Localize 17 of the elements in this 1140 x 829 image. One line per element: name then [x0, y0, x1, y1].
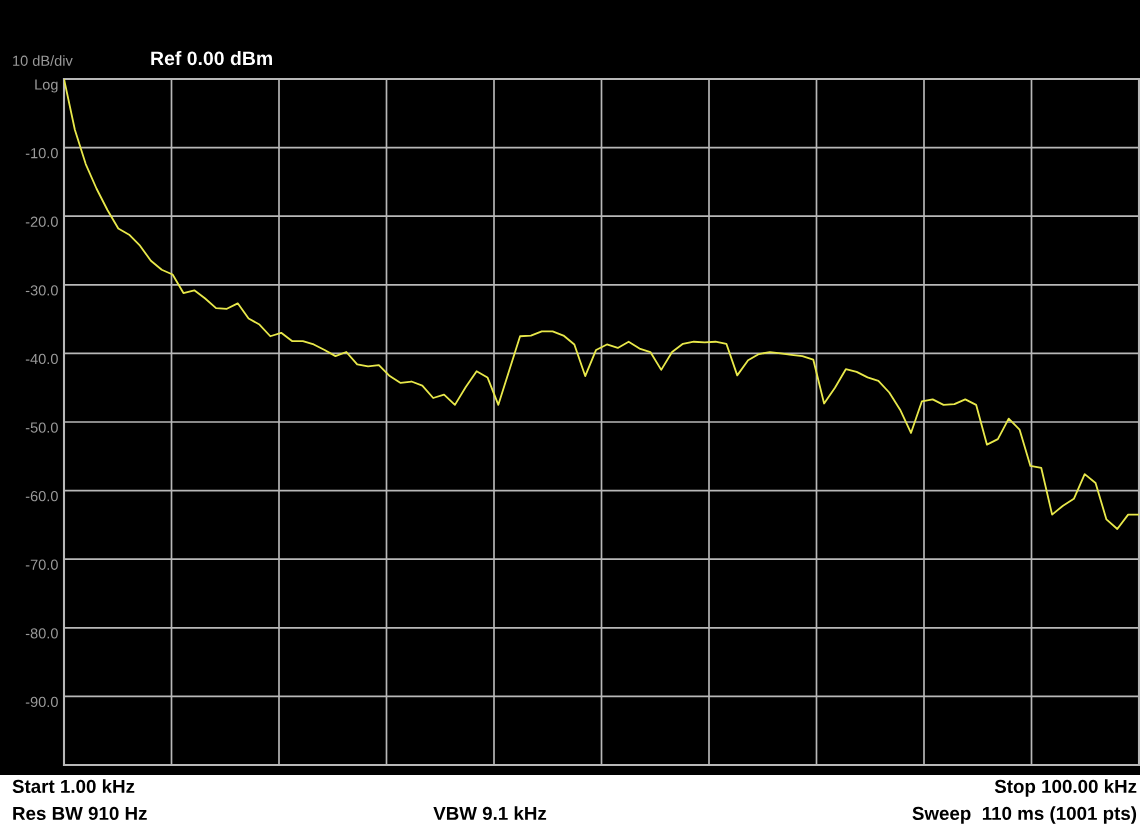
- text: Start 1.00 kHz: [12, 779, 135, 794]
- y-tick-label: -20.0: [25, 216, 58, 227]
- y-tick-label: -50.0: [25, 422, 58, 433]
- text: Res BW 910 Hz: [13, 806, 147, 821]
- text: Sweep 110 ms (1001 pts): [912, 806, 1137, 824]
- y-tick-label: -10.0: [25, 147, 58, 159]
- y-tick-label: -70.0: [25, 559, 58, 570]
- text: Stop 100.00 kHz: [994, 779, 1137, 797]
- y-tick-label: Log: [35, 79, 58, 93]
- y-tick-label: -60.0: [25, 490, 58, 502]
- y-tick-label: -90.0: [25, 696, 58, 708]
- chart-title: Ref 0.00 dBm: [151, 50, 272, 66]
- y-tick-label: -80.0: [25, 628, 58, 639]
- text: VBW 9.1 kHz: [433, 806, 547, 821]
- y-tick-label: -40.0: [25, 353, 58, 365]
- y-axis-title: 10 dB/div: [13, 55, 73, 66]
- y-tick-label: -30.0: [25, 285, 58, 296]
